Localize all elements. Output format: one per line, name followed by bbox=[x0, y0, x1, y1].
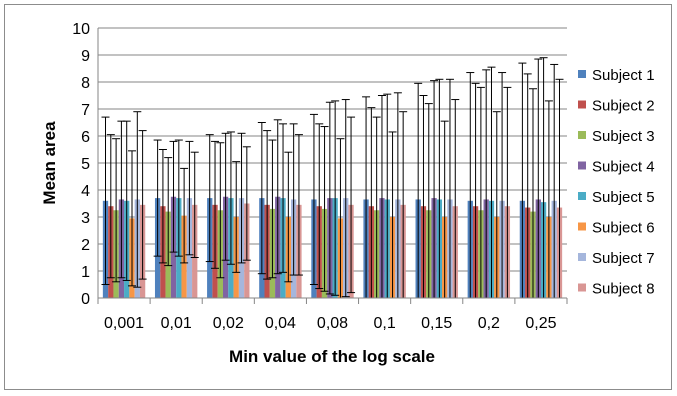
y-axis-title: Mean area bbox=[40, 121, 59, 205]
legend-swatch bbox=[578, 131, 586, 139]
y-tick-label: 10 bbox=[72, 21, 90, 38]
y-tick-label: 5 bbox=[81, 156, 90, 173]
error-bars bbox=[101, 57, 564, 299]
legend-swatch bbox=[578, 283, 586, 292]
legend-label: Subject 2 bbox=[592, 98, 655, 115]
x-tick-label: 0,01 bbox=[161, 315, 192, 332]
x-tick-label: 0,04 bbox=[265, 315, 296, 332]
legend-label: Subject 6 bbox=[592, 220, 655, 237]
legend-swatch bbox=[578, 161, 586, 170]
y-tick-label: 8 bbox=[81, 75, 90, 92]
axes bbox=[97, 28, 568, 304]
y-tick-label: 6 bbox=[81, 129, 90, 146]
y-tick-label: 7 bbox=[81, 102, 90, 119]
legend-swatch bbox=[578, 222, 586, 231]
x-tick-label: 0,02 bbox=[213, 315, 244, 332]
legend-label: Subject 7 bbox=[592, 250, 655, 267]
legend-swatch bbox=[578, 100, 586, 109]
legend: Subject 1 Subject 2 Subject 3 Subject 4 Subj… bbox=[578, 67, 655, 298]
y-tick-label: 2 bbox=[81, 237, 90, 254]
legend-swatch bbox=[578, 192, 586, 200]
x-tick-label: 0,1 bbox=[373, 315, 395, 332]
x-tick-label: 0,001 bbox=[104, 315, 144, 332]
legend-label: Subject 1 bbox=[592, 67, 655, 84]
x-axis-title: Min value of the log scale bbox=[229, 347, 435, 366]
tick-labels: 0 1 2 3 4 5 6 7 8 9 10 0,001 0,01 0,02 0,04 0,08 0,1 0,15… bbox=[72, 21, 556, 332]
x-tick-label: 0,15 bbox=[421, 315, 452, 332]
x-tick-label: 0,2 bbox=[478, 315, 500, 332]
legend-label: Subject 4 bbox=[592, 159, 655, 176]
y-tick-label: 9 bbox=[81, 48, 90, 65]
legend-label: Subject 3 bbox=[592, 128, 655, 145]
y-tick-label: 0 bbox=[81, 291, 90, 308]
y-tick-label: 3 bbox=[81, 210, 90, 227]
legend-label: Subject 5 bbox=[592, 189, 655, 206]
y-tick-label: 1 bbox=[81, 264, 90, 281]
x-tick-label: 0,25 bbox=[525, 315, 556, 332]
chart-frame bbox=[4, 4, 672, 390]
bars bbox=[102, 196, 563, 298]
x-tick-label: 0,08 bbox=[317, 315, 348, 332]
legend-swatch bbox=[578, 70, 586, 78]
legend-label: Subject 8 bbox=[592, 281, 655, 298]
y-tick-label: 4 bbox=[81, 183, 90, 200]
legend-swatch bbox=[578, 253, 586, 261]
